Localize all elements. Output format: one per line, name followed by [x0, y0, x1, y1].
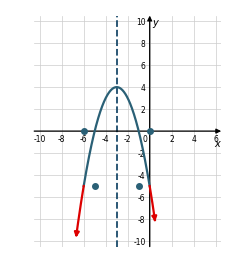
Text: x: x [213, 139, 219, 149]
Text: 0: 0 [141, 136, 146, 145]
Text: y: y [152, 18, 158, 28]
